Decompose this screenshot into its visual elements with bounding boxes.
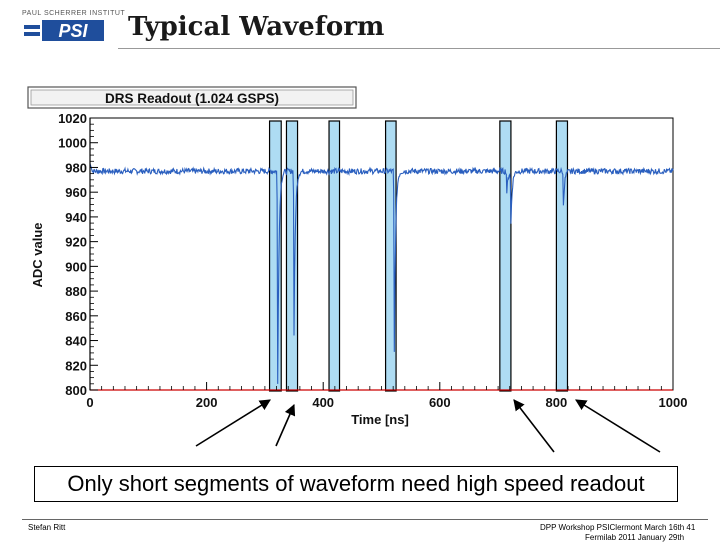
y-tick-label: 920	[65, 235, 87, 250]
highlight-window-6	[555, 120, 569, 392]
y-tick-label: 840	[65, 334, 87, 349]
logo-institute-name: PAUL SCHERRER INSTITUT	[22, 10, 126, 17]
x-tick-label: 400	[312, 395, 334, 410]
y-tick-label: 940	[65, 210, 87, 225]
y-tick-label: 1020	[58, 111, 87, 126]
callout-arrow-4	[575, 399, 661, 453]
callout-arrow-2	[275, 403, 296, 447]
footer-divider	[22, 519, 708, 520]
callout-arrow-1	[195, 399, 271, 447]
highlight-window-2	[285, 120, 299, 392]
slide-title: Typical Waveform	[128, 12, 385, 42]
highlight-window-4	[384, 120, 397, 392]
psi-logo-mark: PSI	[24, 20, 104, 41]
x-tick-label: 0	[86, 395, 93, 410]
x-tick-labels: 0 200 400 600 800 1000	[86, 395, 687, 410]
y-tick-label: 800	[65, 383, 87, 398]
x-tick-label: 200	[196, 395, 218, 410]
trace-layer	[89, 163, 674, 384]
y-tick-label: 880	[65, 284, 87, 299]
x-tick-label: 600	[429, 395, 451, 410]
y-tick-label: 820	[65, 358, 87, 373]
psi-logo: PAUL SCHERRER INSTITUT PSI	[22, 10, 126, 46]
chart-title-box: DRS Readout (1.024 GSPS)	[27, 86, 357, 109]
footer-event-line2: Fermilab 2011 January 29th	[585, 533, 685, 542]
axes	[89, 117, 674, 391]
y-tick-label: 960	[65, 185, 87, 200]
y-tick-labels: 800 820 840 860 880 900 920 940 960 980 1000 1020	[58, 111, 87, 398]
highlight-window-1	[268, 120, 282, 392]
caption-box: Only short segments of waveform need hig…	[34, 466, 678, 502]
callout-arrows	[195, 399, 661, 453]
svg-text:PSI: PSI	[58, 21, 88, 41]
highlight-windows	[268, 120, 569, 392]
waveform-trace	[89, 163, 674, 384]
plot-area	[89, 117, 674, 391]
highlight-window-5	[499, 120, 512, 392]
title-divider	[118, 48, 720, 49]
y-tick-label: 1000	[58, 136, 87, 151]
highlight-window-3	[328, 120, 341, 392]
y-tick-label: 860	[65, 309, 87, 324]
y-axis-label: ADC value	[30, 222, 45, 287]
chart-title-box-inner	[30, 89, 354, 106]
x-axis-label: Time [ns]	[351, 412, 409, 427]
x-tick-label: 800	[546, 395, 568, 410]
chart-frame	[89, 117, 674, 391]
y-tick-label: 980	[65, 160, 87, 175]
footer-event: DPP Workshop PSIClermont March 16th 41	[540, 523, 696, 532]
callout-arrow-3	[513, 399, 555, 453]
y-tick-label: 900	[65, 259, 87, 274]
footer-author: Stefan Ritt	[28, 523, 66, 532]
x-tick-label: 1000	[659, 395, 688, 410]
chart-title: DRS Readout (1.024 GSPS)	[105, 91, 279, 106]
